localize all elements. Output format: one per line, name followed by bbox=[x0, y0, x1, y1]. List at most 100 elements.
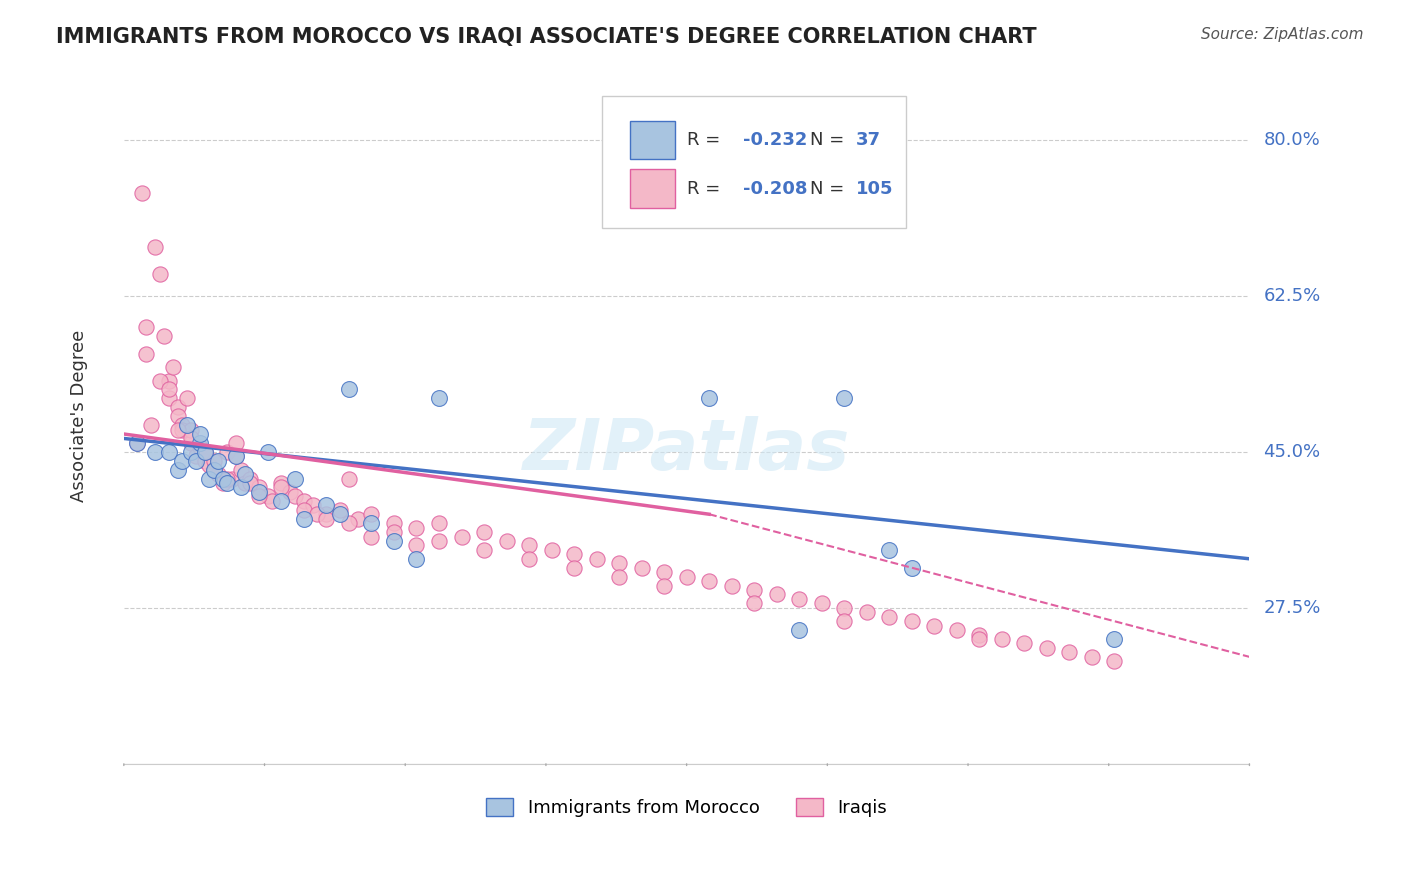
Text: 80.0%: 80.0% bbox=[1264, 131, 1320, 149]
Point bbox=[135, 347, 157, 361]
Point bbox=[176, 418, 198, 433]
Point bbox=[877, 542, 900, 557]
Text: R =: R = bbox=[686, 131, 725, 149]
Point bbox=[247, 485, 270, 500]
Point bbox=[270, 481, 292, 495]
Point bbox=[194, 445, 217, 459]
Point bbox=[585, 551, 607, 566]
Point bbox=[382, 516, 405, 530]
Point bbox=[787, 623, 810, 637]
Point bbox=[765, 587, 787, 601]
Point bbox=[239, 472, 262, 486]
Point bbox=[969, 627, 991, 641]
Point bbox=[153, 329, 176, 343]
Point bbox=[184, 450, 207, 464]
Point bbox=[212, 472, 235, 486]
Text: 27.5%: 27.5% bbox=[1264, 599, 1320, 617]
Text: -0.208: -0.208 bbox=[742, 180, 807, 198]
Point bbox=[157, 374, 180, 388]
Point bbox=[517, 538, 540, 552]
Point bbox=[166, 463, 188, 477]
Point bbox=[280, 485, 302, 500]
Text: N =: N = bbox=[810, 131, 851, 149]
Point bbox=[675, 569, 697, 583]
Point bbox=[139, 418, 162, 433]
Point bbox=[405, 538, 427, 552]
Point bbox=[315, 498, 337, 512]
Point bbox=[720, 578, 742, 592]
Point bbox=[1036, 640, 1059, 655]
Point bbox=[607, 556, 630, 570]
Point bbox=[1059, 645, 1081, 659]
Point bbox=[697, 574, 720, 588]
Point bbox=[652, 565, 675, 579]
Point bbox=[1104, 654, 1126, 668]
Point bbox=[221, 472, 243, 486]
Point bbox=[149, 374, 172, 388]
Text: -0.232: -0.232 bbox=[742, 131, 807, 149]
Point bbox=[172, 454, 194, 468]
Point bbox=[991, 632, 1014, 646]
Point bbox=[787, 591, 810, 606]
Point bbox=[217, 445, 239, 459]
Point bbox=[217, 472, 239, 486]
Point bbox=[257, 490, 280, 504]
Point bbox=[405, 551, 427, 566]
Point bbox=[360, 507, 382, 521]
Point bbox=[198, 472, 221, 486]
Point bbox=[190, 441, 212, 455]
Point bbox=[180, 423, 202, 437]
Point bbox=[329, 502, 352, 516]
Point bbox=[540, 542, 562, 557]
Point bbox=[143, 445, 166, 459]
Point bbox=[184, 454, 207, 468]
Point bbox=[832, 600, 855, 615]
Point bbox=[225, 436, 247, 450]
Point bbox=[450, 529, 472, 543]
Point bbox=[166, 409, 188, 424]
Point bbox=[337, 383, 360, 397]
Point bbox=[347, 511, 370, 525]
Point bbox=[225, 450, 247, 464]
Text: IMMIGRANTS FROM MOROCCO VS IRAQI ASSOCIATE'S DEGREE CORRELATION CHART: IMMIGRANTS FROM MOROCCO VS IRAQI ASSOCIA… bbox=[56, 27, 1036, 46]
Point bbox=[472, 524, 495, 539]
Point bbox=[697, 392, 720, 406]
Point bbox=[900, 560, 922, 574]
Text: Source: ZipAtlas.com: Source: ZipAtlas.com bbox=[1201, 27, 1364, 42]
Point bbox=[630, 560, 652, 574]
Legend: Immigrants from Morocco, Iraqis: Immigrants from Morocco, Iraqis bbox=[479, 790, 894, 824]
Point bbox=[607, 569, 630, 583]
FancyBboxPatch shape bbox=[602, 96, 905, 228]
Text: R =: R = bbox=[686, 180, 725, 198]
Point bbox=[202, 454, 225, 468]
Point bbox=[495, 533, 517, 548]
Bar bbox=[630, 169, 675, 208]
Point bbox=[315, 511, 337, 525]
Point bbox=[194, 445, 217, 459]
Point bbox=[900, 614, 922, 628]
Point bbox=[190, 427, 212, 442]
Point bbox=[382, 524, 405, 539]
Point bbox=[180, 432, 202, 446]
Point bbox=[427, 516, 450, 530]
Point bbox=[832, 392, 855, 406]
Point bbox=[472, 542, 495, 557]
Point bbox=[1104, 632, 1126, 646]
Point bbox=[945, 623, 967, 637]
Point bbox=[307, 507, 329, 521]
Text: ZIPatlas: ZIPatlas bbox=[523, 417, 851, 485]
Point bbox=[810, 596, 832, 610]
Point bbox=[157, 445, 180, 459]
Point bbox=[143, 240, 166, 254]
Text: Associate's Degree: Associate's Degree bbox=[70, 330, 87, 502]
Point bbox=[969, 632, 991, 646]
Text: 105: 105 bbox=[855, 180, 893, 198]
Point bbox=[229, 481, 252, 495]
Point bbox=[202, 463, 225, 477]
Text: 45.0%: 45.0% bbox=[1264, 442, 1320, 461]
Point bbox=[427, 533, 450, 548]
Point bbox=[127, 436, 149, 450]
Point bbox=[180, 445, 202, 459]
Point bbox=[562, 547, 585, 561]
Point bbox=[292, 502, 315, 516]
